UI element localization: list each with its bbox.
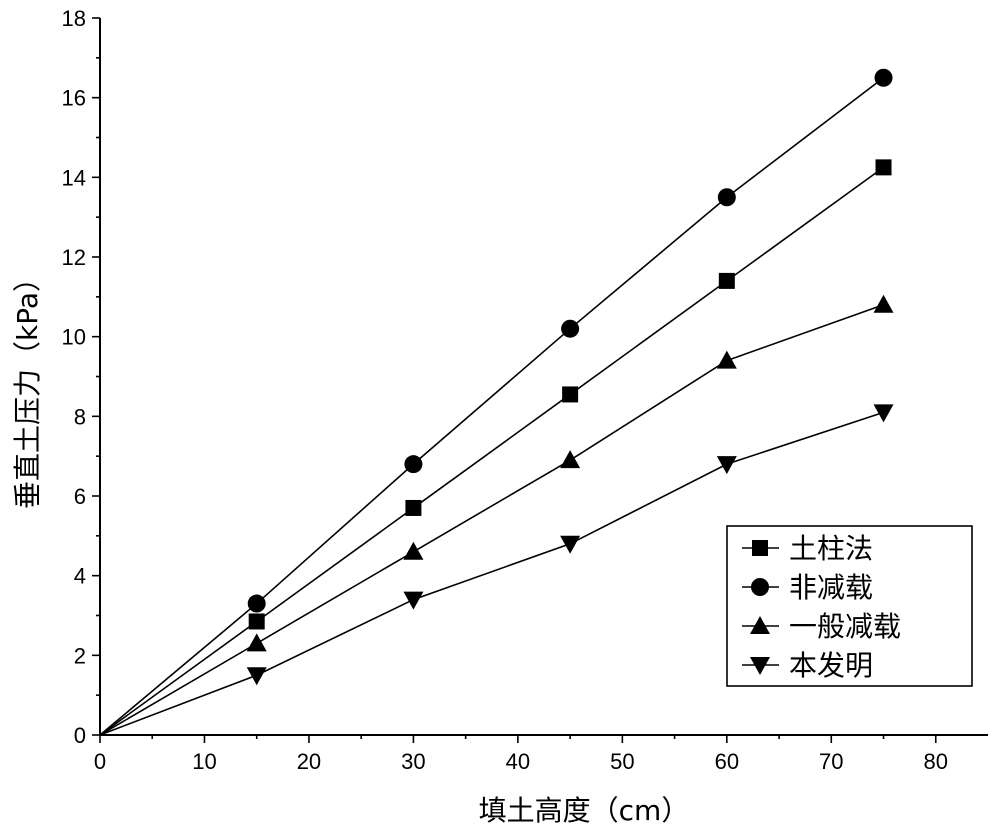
y-tick-label: 10	[62, 325, 86, 350]
data-point	[247, 594, 266, 613]
y-tick-label: 6	[74, 484, 86, 509]
y-tick-label: 12	[62, 245, 86, 270]
data-point	[560, 450, 581, 469]
data-point	[875, 159, 892, 176]
data-point	[873, 294, 894, 313]
series-triangle-down	[99, 404, 894, 736]
y-tick-label: 16	[62, 86, 86, 111]
y-axis-title: 垂直土压力（kPa）	[11, 264, 44, 509]
x-tick-label: 80	[924, 749, 948, 774]
series-line	[99, 411, 884, 736]
data-point	[716, 350, 737, 369]
y-tick-label: 8	[74, 404, 86, 429]
legend-label: 土柱法	[789, 532, 873, 565]
y-tick-label: 2	[74, 643, 86, 668]
series-triangle-up	[99, 294, 894, 736]
y-tick-label: 0	[74, 723, 86, 748]
data-point	[248, 613, 265, 630]
data-point	[561, 319, 580, 338]
data-point	[874, 68, 893, 87]
legend-marker	[752, 540, 768, 556]
x-tick-label: 10	[192, 749, 216, 774]
data-point	[716, 456, 737, 475]
series-circle	[99, 68, 893, 736]
data-point	[405, 499, 422, 516]
data-point	[246, 667, 267, 686]
series-line	[99, 304, 884, 736]
x-axis-ticks: 0 10 20 30 40 50 60 70 80	[94, 735, 948, 774]
legend-label: 本发明	[789, 649, 873, 682]
data-point	[873, 404, 894, 423]
series-square	[99, 159, 892, 736]
y-tick-label: 14	[62, 165, 86, 190]
data-point	[403, 591, 424, 610]
legend-label: 一般减载	[789, 610, 901, 643]
data-point	[404, 455, 423, 474]
legend-item: 本发明	[742, 649, 873, 682]
data-point	[403, 541, 424, 560]
data-point	[560, 535, 581, 554]
legend-marker	[750, 657, 770, 675]
x-tick-label: 20	[297, 749, 321, 774]
legend-item: 土柱法	[742, 532, 873, 565]
series-layer	[99, 68, 894, 736]
data-point	[562, 386, 579, 403]
y-tick-label: 4	[74, 564, 86, 589]
x-tick-label: 30	[401, 749, 425, 774]
x-tick-label: 60	[715, 749, 739, 774]
legend-item: 非减载	[742, 571, 873, 604]
series-line	[99, 166, 884, 736]
x-tick-label: 50	[610, 749, 634, 774]
y-tick-label: 18	[62, 6, 86, 31]
data-point	[718, 272, 735, 289]
x-tick-label: 40	[506, 749, 530, 774]
legend-marker	[751, 578, 769, 596]
series-line	[99, 77, 885, 736]
legend-item: 一般减载	[742, 610, 901, 643]
x-axis-title: 填土高度（cm）	[479, 794, 690, 827]
legend-marker	[750, 616, 770, 634]
y-axis-ticks: 0 2 4 6 8 10 12 14 16 18	[62, 6, 100, 748]
x-tick-label: 70	[819, 749, 843, 774]
x-tick-label: 0	[94, 749, 106, 774]
data-point	[717, 188, 736, 207]
legend-label: 非减载	[789, 571, 873, 604]
data-point	[246, 633, 267, 652]
